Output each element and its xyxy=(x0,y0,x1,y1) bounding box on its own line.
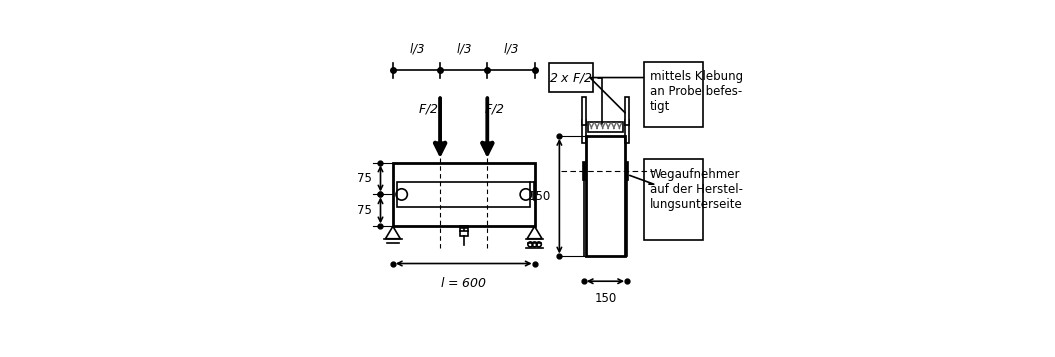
Text: 150: 150 xyxy=(594,292,616,305)
Bar xyxy=(581,97,586,125)
Bar xyxy=(586,136,625,256)
Text: $l$/3: $l$/3 xyxy=(408,41,424,56)
FancyBboxPatch shape xyxy=(645,159,703,241)
Text: 2 x $F$/2: 2 x $F$/2 xyxy=(550,71,593,85)
Bar xyxy=(625,120,629,143)
Text: $l$/3: $l$/3 xyxy=(503,41,519,56)
Text: $l$ = 600: $l$ = 600 xyxy=(440,276,487,290)
Text: $F$/2: $F$/2 xyxy=(483,102,504,116)
Bar xyxy=(625,97,629,125)
FancyBboxPatch shape xyxy=(549,64,593,92)
Text: 75: 75 xyxy=(357,204,371,217)
Text: $l$/3: $l$/3 xyxy=(456,41,472,56)
Text: 150: 150 xyxy=(529,190,551,203)
Text: Wegaufnehmer
auf der Herstel-
lungsunterseite: Wegaufnehmer auf der Herstel- lungsunter… xyxy=(650,168,743,211)
Text: mittels Klebung
an Probe befes-
tigt: mittels Klebung an Probe befes- tigt xyxy=(650,70,743,114)
Bar xyxy=(626,161,629,180)
Text: $F$/2: $F$/2 xyxy=(418,102,438,116)
Bar xyxy=(581,120,586,143)
FancyBboxPatch shape xyxy=(645,62,703,127)
Bar xyxy=(588,122,622,132)
Bar xyxy=(582,161,586,180)
Text: 75: 75 xyxy=(357,172,371,185)
Bar xyxy=(460,226,467,236)
